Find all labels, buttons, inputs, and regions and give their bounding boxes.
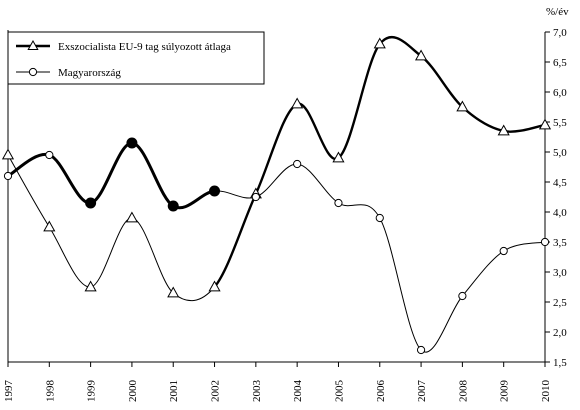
x-tick-label: 2005 xyxy=(333,380,345,403)
point-series-1 xyxy=(334,198,343,208)
x-tick-label: 2008 xyxy=(457,380,469,403)
point-series-0 xyxy=(291,97,304,109)
point-series-0 xyxy=(84,280,97,292)
point-series-0 xyxy=(167,286,180,298)
x-tick-label: 2002 xyxy=(210,380,222,402)
chart-axes: 1,5 2,0 2,5 3,0 3,5 4,0 4,5 5,0 5,5 6,0 6,5 7,0 %/év… xyxy=(3,6,569,402)
point-series-1 xyxy=(209,185,221,197)
y-tick-label: 4,5 xyxy=(553,177,567,189)
point-series-1 xyxy=(540,237,550,247)
point-series-1 xyxy=(458,291,467,301)
y-tick-label: 5,5 xyxy=(553,117,567,129)
x-tick-label: 1997 xyxy=(3,380,15,403)
point-series-0 xyxy=(497,124,510,136)
y-tick-label: 1,5 xyxy=(553,357,567,369)
point-series-1 xyxy=(3,171,13,181)
series-line-0-bold xyxy=(213,36,546,288)
x-tick-label: 2001 xyxy=(168,380,180,402)
point-series-0 xyxy=(1,148,15,160)
point-series-1 xyxy=(126,137,138,149)
x-tick-label: 2009 xyxy=(499,380,511,403)
y-tick-label: 4,0 xyxy=(553,207,567,219)
series-markers xyxy=(1,37,552,355)
legend-label-0: Exszocialista EU-9 tag súlyozott átlaga xyxy=(58,41,231,53)
y-tick-label: 5,0 xyxy=(553,147,567,159)
point-series-0 xyxy=(414,49,428,61)
legend-label-1: Magyarország xyxy=(58,67,121,79)
point-series-0 xyxy=(332,151,345,163)
legend-marker-1 xyxy=(28,67,38,77)
point-series-0 xyxy=(208,280,221,292)
point-series-0 xyxy=(125,211,139,223)
point-series-1 xyxy=(167,200,179,212)
y-tick-label: 3,0 xyxy=(553,267,567,279)
y-axis-unit: %/év xyxy=(546,6,569,18)
x-tick-label: 2007 xyxy=(416,380,428,403)
y-tick-label: 6,5 xyxy=(553,57,567,69)
series-line-1 xyxy=(7,142,546,353)
point-series-1 xyxy=(251,192,260,202)
series-line-1-bold xyxy=(7,141,215,210)
point-series-1 xyxy=(85,197,97,209)
point-series-1 xyxy=(499,246,508,256)
legend-marker-0 xyxy=(27,39,39,50)
point-series-1 xyxy=(45,150,54,160)
point-series-1 xyxy=(375,213,384,223)
y-tick-label: 3,5 xyxy=(553,237,567,249)
x-tick-label: 2006 xyxy=(375,380,387,403)
x-tick-label: 2000 xyxy=(127,380,139,403)
y-tick-label: 2,5 xyxy=(553,297,567,309)
point-series-0 xyxy=(456,100,469,112)
x-tick-label: 2010 xyxy=(540,380,552,403)
point-series-1 xyxy=(416,345,426,355)
point-series-0 xyxy=(538,118,552,130)
point-series-0 xyxy=(373,37,386,49)
legend-box xyxy=(7,31,265,85)
y-tick-label: 7,0 xyxy=(553,27,567,39)
x-tick-label: 2003 xyxy=(251,380,263,403)
x-tick-label: 1998 xyxy=(44,380,56,403)
x-tick-label: 2004 xyxy=(292,380,304,403)
legend: Exszocialista EU-9 tag súlyozott átlaga M… xyxy=(7,31,265,85)
y-tick-label: 2,0 xyxy=(553,327,567,339)
point-series-1 xyxy=(293,159,302,169)
point-series-0 xyxy=(43,220,56,232)
y-tick-label: 6,0 xyxy=(553,87,567,99)
x-tick-label: 1999 xyxy=(86,380,98,403)
